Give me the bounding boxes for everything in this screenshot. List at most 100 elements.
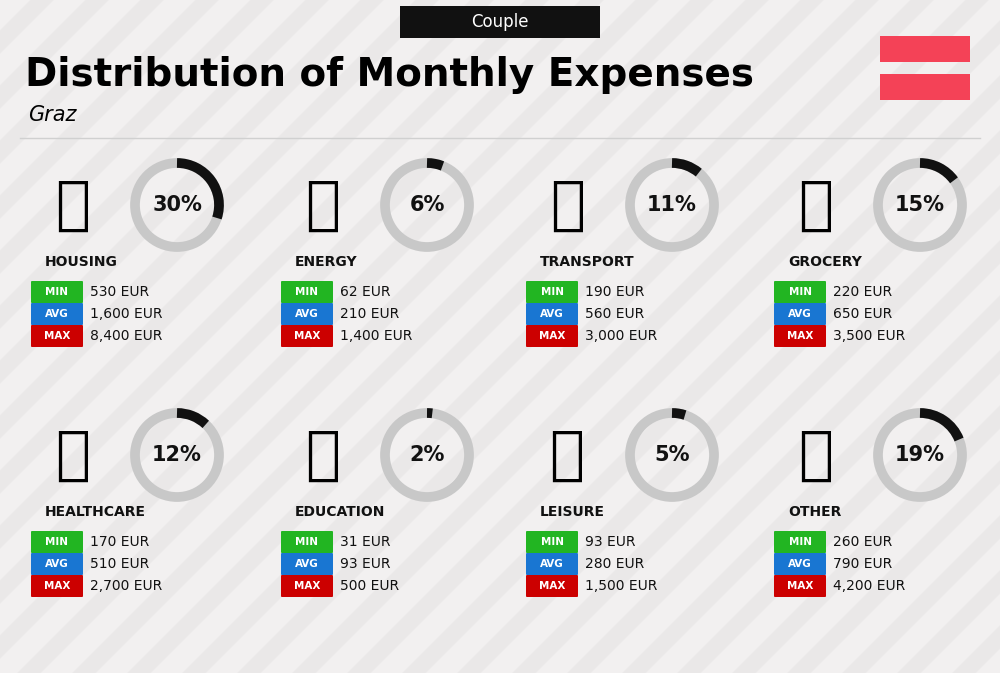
- Text: MIN: MIN: [788, 287, 812, 297]
- FancyBboxPatch shape: [31, 575, 83, 597]
- FancyBboxPatch shape: [774, 553, 826, 575]
- FancyBboxPatch shape: [526, 303, 578, 325]
- Text: 170 EUR: 170 EUR: [90, 535, 149, 549]
- FancyBboxPatch shape: [281, 325, 333, 347]
- FancyBboxPatch shape: [526, 575, 578, 597]
- FancyBboxPatch shape: [31, 325, 83, 347]
- FancyBboxPatch shape: [31, 531, 83, 553]
- FancyBboxPatch shape: [281, 531, 333, 553]
- Text: 530 EUR: 530 EUR: [90, 285, 149, 299]
- Text: AVG: AVG: [45, 309, 69, 319]
- FancyBboxPatch shape: [526, 325, 578, 347]
- Text: ENERGY: ENERGY: [295, 255, 358, 269]
- Text: MIN: MIN: [296, 537, 318, 547]
- Text: 💰: 💰: [798, 427, 834, 483]
- Text: 11%: 11%: [647, 195, 697, 215]
- Text: Distribution of Monthly Expenses: Distribution of Monthly Expenses: [25, 56, 754, 94]
- Text: 500 EUR: 500 EUR: [340, 579, 399, 593]
- Text: Graz: Graz: [28, 105, 76, 125]
- Text: AVG: AVG: [788, 559, 812, 569]
- Text: 93 EUR: 93 EUR: [340, 557, 390, 571]
- Text: 15%: 15%: [895, 195, 945, 215]
- Text: GROCERY: GROCERY: [788, 255, 862, 269]
- Text: 5%: 5%: [654, 445, 690, 465]
- Text: 30%: 30%: [152, 195, 202, 215]
- Text: MIN: MIN: [540, 537, 564, 547]
- FancyBboxPatch shape: [880, 36, 970, 62]
- Text: MIN: MIN: [46, 537, 68, 547]
- Text: MIN: MIN: [788, 537, 812, 547]
- Text: 🔌: 🔌: [306, 176, 340, 234]
- Text: 31 EUR: 31 EUR: [340, 535, 390, 549]
- FancyBboxPatch shape: [31, 303, 83, 325]
- FancyBboxPatch shape: [281, 575, 333, 597]
- Text: 12%: 12%: [152, 445, 202, 465]
- FancyBboxPatch shape: [31, 281, 83, 303]
- Text: MIN: MIN: [540, 287, 564, 297]
- Text: AVG: AVG: [540, 559, 564, 569]
- Text: 6%: 6%: [409, 195, 445, 215]
- Text: Couple: Couple: [471, 13, 529, 31]
- Text: 210 EUR: 210 EUR: [340, 307, 399, 321]
- Text: MIN: MIN: [46, 287, 68, 297]
- Text: MAX: MAX: [44, 331, 70, 341]
- Text: HEALTHCARE: HEALTHCARE: [45, 505, 146, 519]
- FancyBboxPatch shape: [526, 531, 578, 553]
- FancyBboxPatch shape: [31, 553, 83, 575]
- FancyBboxPatch shape: [526, 281, 578, 303]
- Text: MAX: MAX: [294, 331, 320, 341]
- Text: 🏥: 🏥: [56, 427, 90, 483]
- Text: 220 EUR: 220 EUR: [833, 285, 892, 299]
- FancyBboxPatch shape: [774, 325, 826, 347]
- Text: 62 EUR: 62 EUR: [340, 285, 390, 299]
- Text: 1,600 EUR: 1,600 EUR: [90, 307, 162, 321]
- Text: 🏢: 🏢: [56, 176, 90, 234]
- Text: MAX: MAX: [539, 331, 565, 341]
- Text: TRANSPORT: TRANSPORT: [540, 255, 635, 269]
- Text: 🛍️: 🛍️: [550, 427, 586, 483]
- Text: HOUSING: HOUSING: [45, 255, 118, 269]
- Text: 8,400 EUR: 8,400 EUR: [90, 329, 162, 343]
- Text: 1,400 EUR: 1,400 EUR: [340, 329, 412, 343]
- Text: AVG: AVG: [295, 559, 319, 569]
- Text: MAX: MAX: [294, 581, 320, 591]
- FancyBboxPatch shape: [281, 553, 333, 575]
- Text: 260 EUR: 260 EUR: [833, 535, 892, 549]
- Text: 1,500 EUR: 1,500 EUR: [585, 579, 657, 593]
- FancyBboxPatch shape: [281, 303, 333, 325]
- Text: AVG: AVG: [295, 309, 319, 319]
- Text: 510 EUR: 510 EUR: [90, 557, 149, 571]
- FancyBboxPatch shape: [526, 553, 578, 575]
- Text: 190 EUR: 190 EUR: [585, 285, 644, 299]
- Text: 3,000 EUR: 3,000 EUR: [585, 329, 657, 343]
- Text: MIN: MIN: [296, 287, 318, 297]
- Text: MAX: MAX: [787, 581, 813, 591]
- Text: MAX: MAX: [44, 581, 70, 591]
- Text: LEISURE: LEISURE: [540, 505, 605, 519]
- Text: 4,200 EUR: 4,200 EUR: [833, 579, 905, 593]
- Text: MAX: MAX: [539, 581, 565, 591]
- FancyBboxPatch shape: [774, 575, 826, 597]
- FancyBboxPatch shape: [774, 281, 826, 303]
- Text: AVG: AVG: [45, 559, 69, 569]
- FancyBboxPatch shape: [400, 6, 600, 38]
- Text: 3,500 EUR: 3,500 EUR: [833, 329, 905, 343]
- FancyBboxPatch shape: [281, 281, 333, 303]
- Text: 790 EUR: 790 EUR: [833, 557, 892, 571]
- Text: 560 EUR: 560 EUR: [585, 307, 644, 321]
- Text: 650 EUR: 650 EUR: [833, 307, 892, 321]
- Text: 2,700 EUR: 2,700 EUR: [90, 579, 162, 593]
- Text: 🛒: 🛒: [798, 176, 834, 234]
- Text: AVG: AVG: [540, 309, 564, 319]
- Text: 19%: 19%: [895, 445, 945, 465]
- Text: EDUCATION: EDUCATION: [295, 505, 385, 519]
- Text: 280 EUR: 280 EUR: [585, 557, 644, 571]
- FancyBboxPatch shape: [774, 531, 826, 553]
- Text: 🎓: 🎓: [306, 427, 340, 483]
- Text: 93 EUR: 93 EUR: [585, 535, 636, 549]
- FancyBboxPatch shape: [774, 303, 826, 325]
- FancyBboxPatch shape: [880, 74, 970, 100]
- Text: MAX: MAX: [787, 331, 813, 341]
- Text: AVG: AVG: [788, 309, 812, 319]
- Text: 🚌: 🚌: [550, 176, 586, 234]
